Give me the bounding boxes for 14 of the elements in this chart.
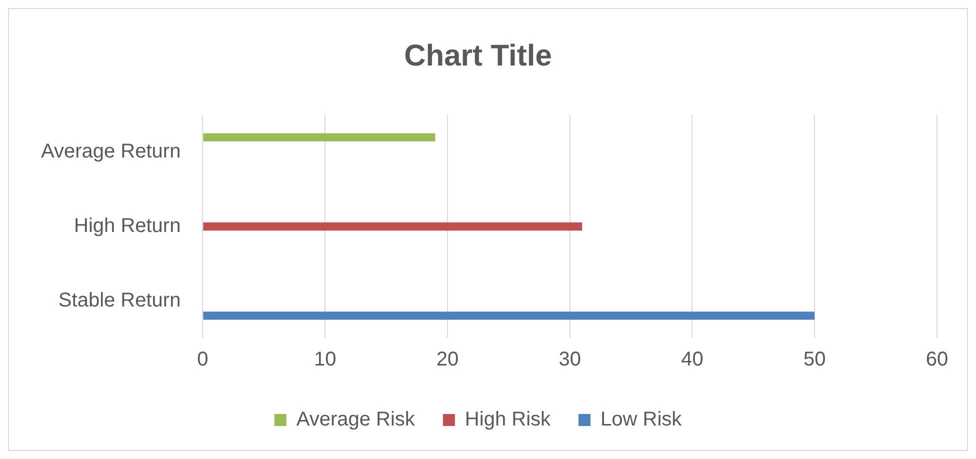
- chart-title: Chart Title: [404, 39, 552, 72]
- y-tick-label: Average Return: [41, 140, 181, 163]
- x-tick-label: 50: [803, 348, 826, 371]
- x-tick-label: 0: [197, 348, 208, 371]
- x-tick-label: 60: [926, 348, 948, 371]
- x-tick-label: 30: [558, 348, 581, 371]
- legend-label: Average Risk: [296, 408, 416, 431]
- x-tick-label: 40: [681, 348, 704, 371]
- y-tick-label: High Return: [74, 215, 181, 238]
- x-tick-label: 20: [436, 348, 459, 371]
- y-tick-label: Stable Return: [58, 289, 181, 312]
- legend-label: High Risk: [464, 408, 552, 431]
- x-tick-label: 10: [314, 348, 336, 371]
- legend-label: Low Risk: [600, 408, 683, 431]
